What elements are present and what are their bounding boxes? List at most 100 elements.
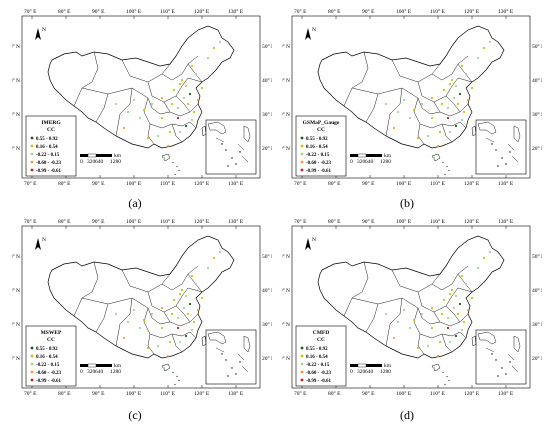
station-point bbox=[170, 312, 174, 316]
island-mark bbox=[171, 161, 175, 164]
scale-label: 1280 bbox=[110, 159, 121, 165]
island-mark bbox=[173, 173, 177, 176]
legend-swatch bbox=[300, 370, 304, 374]
station-point bbox=[448, 292, 452, 296]
station-point bbox=[212, 256, 216, 260]
scale-label: 1280 bbox=[380, 369, 391, 375]
station-point bbox=[420, 312, 424, 316]
north-arrow-icon: N bbox=[35, 27, 46, 40]
scale-label: 640 bbox=[365, 159, 374, 165]
station-point bbox=[462, 320, 466, 324]
island-mark bbox=[171, 371, 175, 374]
taiwan-island bbox=[201, 335, 207, 347]
lon-tick-label: 100° E bbox=[126, 218, 142, 225]
lon-tick-label: 130° E bbox=[228, 8, 244, 15]
taiwan-island bbox=[471, 125, 477, 137]
station-point bbox=[416, 136, 420, 140]
scale-label: 320 bbox=[357, 159, 366, 165]
island-mark bbox=[443, 173, 447, 176]
lon-tick-label: 110° E bbox=[160, 180, 176, 187]
legend-product: MSWEP bbox=[41, 330, 62, 336]
legend-swatch bbox=[300, 152, 304, 156]
station-point bbox=[170, 102, 174, 106]
lat-tick-label: 50° N bbox=[12, 43, 20, 50]
station-point bbox=[182, 306, 186, 310]
lon-tick-label: 110° E bbox=[160, 218, 176, 225]
panel-caption: (b) bbox=[400, 196, 414, 210]
taiwan-island bbox=[471, 335, 477, 347]
province-boundary bbox=[343, 261, 369, 317]
north-label: N bbox=[312, 27, 316, 33]
station-point bbox=[438, 340, 442, 344]
station-point bbox=[426, 134, 430, 138]
station-point bbox=[172, 88, 176, 92]
station-point bbox=[446, 316, 450, 320]
station-point bbox=[218, 250, 222, 254]
station-point bbox=[458, 302, 462, 306]
lon-tick-label: 130° E bbox=[498, 180, 514, 187]
scale-bar: km 0 320 640 1280 bbox=[350, 363, 392, 375]
station-point bbox=[190, 328, 194, 332]
scale-bar: km 0 320 640 1280 bbox=[350, 153, 392, 165]
lon-tick-label: 100° E bbox=[396, 218, 412, 225]
station-point bbox=[178, 130, 182, 134]
north-arrow-icon: N bbox=[305, 27, 316, 40]
legend-swatch bbox=[30, 168, 34, 172]
station-point bbox=[412, 108, 416, 112]
lon-tick-label: 120° E bbox=[194, 390, 210, 397]
lon-tick-label: 110° E bbox=[430, 218, 446, 225]
province-boundary bbox=[441, 123, 453, 143]
legend-metric: CC bbox=[317, 337, 325, 343]
legend-label: -0.60 - -0.23 bbox=[36, 371, 61, 376]
panel-caption: (d) bbox=[400, 408, 414, 422]
station-point bbox=[460, 328, 464, 332]
province-boundary bbox=[421, 107, 441, 115]
province-boundary bbox=[457, 63, 473, 83]
lon-tick-label: 70° E bbox=[24, 8, 37, 15]
lat-tick-label: 40° N bbox=[282, 287, 290, 294]
lon-tick-label: 120° E bbox=[464, 180, 480, 187]
province-boundary bbox=[187, 273, 203, 293]
station-point bbox=[476, 266, 480, 270]
station-point bbox=[464, 72, 468, 76]
island-mark bbox=[445, 375, 449, 378]
scale-label: 640 bbox=[95, 159, 104, 165]
province-boundary bbox=[181, 121, 197, 129]
legend-metric: CC bbox=[317, 127, 325, 133]
province-boundary bbox=[365, 303, 379, 333]
station-point bbox=[176, 106, 180, 110]
legend-swatch bbox=[30, 160, 34, 164]
scale-bar: km 0 320 640 1280 bbox=[80, 153, 122, 165]
legend-swatch bbox=[300, 160, 304, 164]
lat-tick-label: 40° N bbox=[282, 77, 290, 84]
legend-swatch bbox=[300, 136, 304, 140]
lat-tick-label: 50° N bbox=[12, 253, 20, 260]
station-point bbox=[456, 102, 460, 106]
inset-map bbox=[475, 119, 527, 175]
island-mark bbox=[445, 165, 449, 168]
island-mark bbox=[441, 161, 445, 164]
station-point bbox=[146, 136, 150, 140]
lon-tick-label: 130° E bbox=[498, 390, 514, 397]
station-point bbox=[396, 320, 400, 324]
province-boundary bbox=[187, 63, 203, 83]
province-boundary bbox=[163, 101, 199, 117]
station-point bbox=[432, 156, 436, 160]
inset-map bbox=[205, 119, 257, 175]
hainan-island bbox=[161, 153, 171, 162]
station-point bbox=[448, 82, 452, 86]
legend-swatch bbox=[300, 346, 304, 350]
hainan-island bbox=[431, 153, 441, 162]
station-point bbox=[126, 320, 130, 324]
station-point bbox=[160, 326, 164, 330]
lat-tick-label: 40° N bbox=[532, 77, 542, 84]
lat-tick-label: 50° N bbox=[532, 43, 542, 50]
legend-product: CMFD bbox=[313, 330, 330, 336]
province-boundary bbox=[385, 297, 403, 347]
lon-tick-label: 100° E bbox=[396, 8, 412, 15]
station-point bbox=[450, 288, 454, 292]
station-point bbox=[184, 334, 188, 338]
map-panel: 70° E 70° E 80° E 80° E 90° E 90° E 100° E 100°… bbox=[12, 218, 272, 404]
island-mark bbox=[447, 169, 451, 172]
